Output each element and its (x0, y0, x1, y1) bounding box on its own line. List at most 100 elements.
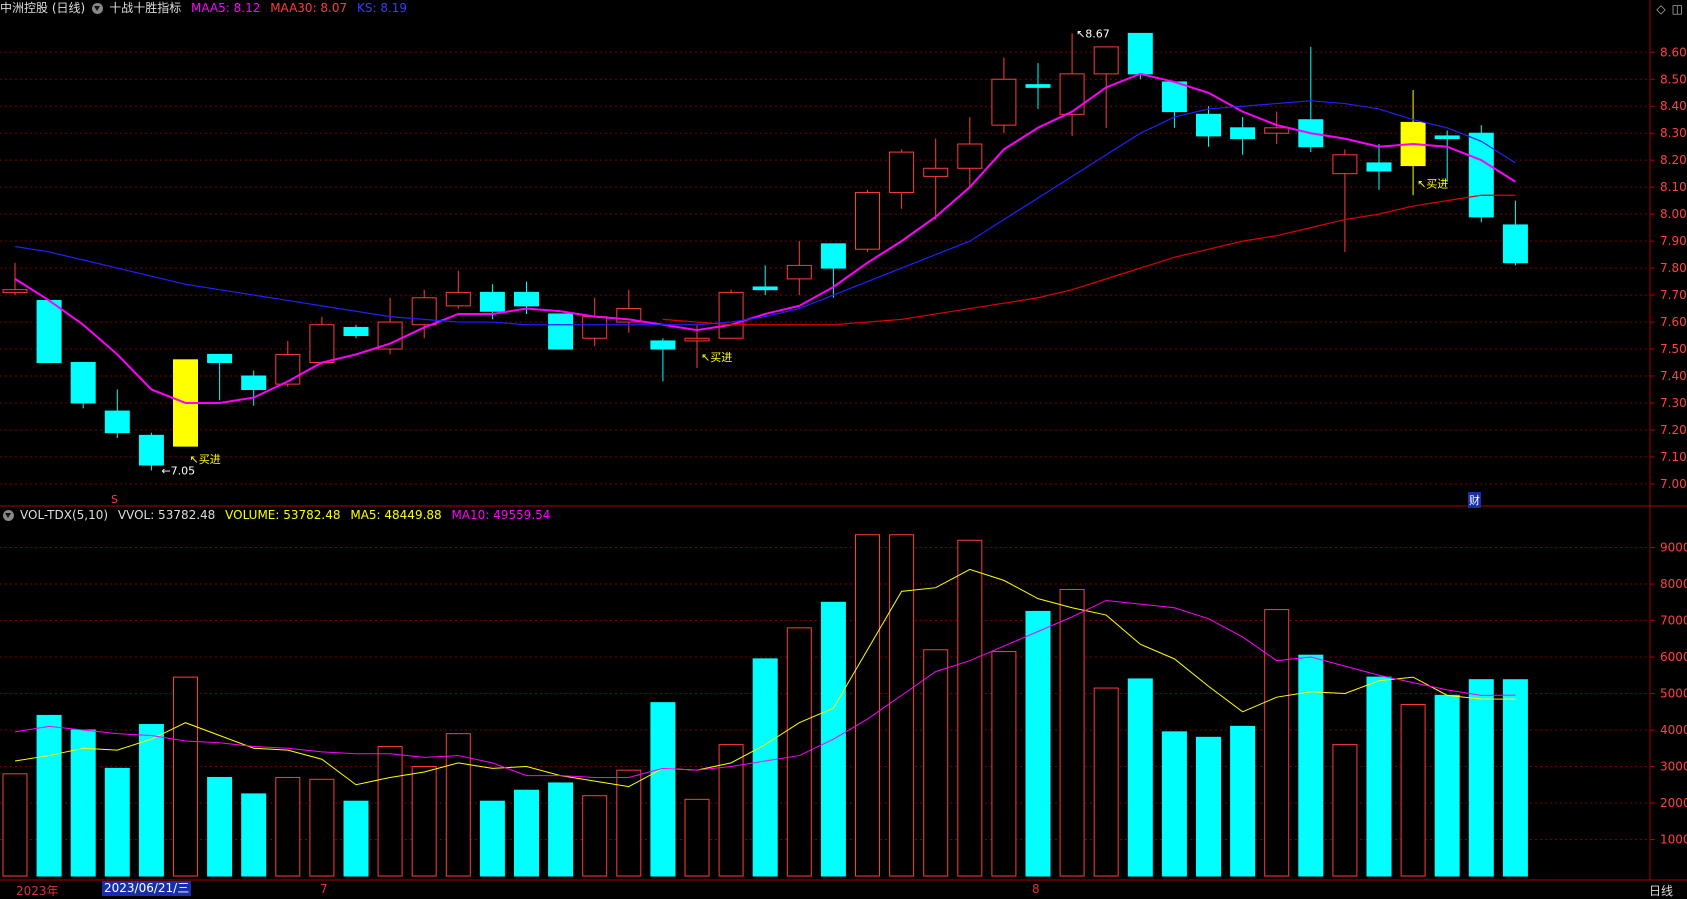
indicator-name[interactable]: 十战十胜指标 (109, 1, 182, 15)
corner-toolbar: ◇ ◫ (1650, 2, 1683, 16)
candle (36, 299, 62, 364)
indicator-dropdown-icon[interactable] (92, 3, 104, 14)
x-month-7-label: 7 (320, 882, 328, 896)
price-tick-label: 8.30 (1660, 126, 1687, 140)
price-tick-label: 7.50 (1660, 342, 1687, 356)
high-price-label: ↖8.67 (1076, 27, 1110, 40)
price-tick-label: 7.20 (1660, 423, 1687, 437)
volume-line-ma10 (14, 599, 1516, 778)
volume-line-ma5 (14, 568, 1516, 788)
volume-tick-label: 30000 (1660, 760, 1687, 774)
price-tick-label: 7.00 (1660, 477, 1687, 491)
candle (1298, 119, 1324, 148)
candle (1366, 162, 1392, 172)
candle (1127, 32, 1153, 75)
volume-tick-label: 60000 (1660, 650, 1687, 664)
volume-bar (991, 651, 1017, 877)
candle (548, 313, 574, 350)
candle (241, 375, 267, 390)
volume-dropdown-icon[interactable] (3, 510, 14, 521)
candle (1264, 127, 1290, 134)
volume-bar (104, 767, 130, 877)
candle (275, 353, 301, 385)
line-maa5 (14, 72, 1516, 404)
low-price-label: ←7.05 (161, 464, 195, 477)
volume-bar (445, 733, 471, 877)
volume-bar (820, 601, 846, 877)
volume-tick-label: 20000 (1660, 796, 1687, 810)
candle (1332, 154, 1358, 175)
candle (1059, 73, 1085, 115)
vol-ma10-value: MA10: 49559.54 (451, 508, 551, 522)
price-tick-label: 8.20 (1660, 153, 1687, 167)
volume-bar (1161, 731, 1187, 877)
price-tick-label: 7.60 (1660, 315, 1687, 329)
candle (207, 353, 233, 364)
volume-bar (1093, 687, 1119, 877)
candle (752, 286, 778, 291)
vol-ma5-value: MA5: 48449.88 (350, 508, 442, 522)
s-marker[interactable]: S (111, 493, 118, 506)
volume-bar (173, 676, 198, 877)
candle (1434, 135, 1460, 140)
stock-title[interactable]: 中洲控股 (日线) (0, 1, 86, 15)
candle (1196, 113, 1221, 137)
window-icon[interactable]: ◫ (1671, 2, 1683, 16)
x-year-label: 2023年 (16, 884, 59, 898)
x-month-8-label: 8 (1032, 882, 1040, 896)
volume-bar (70, 729, 96, 877)
price-tick-label: 7.90 (1660, 234, 1687, 248)
candle (1093, 46, 1119, 75)
volume-bar (1025, 610, 1051, 877)
diamond-icon[interactable]: ◇ (1656, 2, 1666, 16)
line-ks (14, 100, 1516, 326)
period-label[interactable]: 日线 (1648, 884, 1673, 898)
volume-bar (36, 714, 62, 877)
price-tick-label: 7.10 (1660, 450, 1687, 464)
candle (104, 410, 130, 434)
buy-signal-label: ↖买进 (190, 453, 221, 466)
candle (309, 324, 335, 364)
volume-bar (343, 800, 369, 877)
candle (889, 151, 915, 194)
cai-marker[interactable]: 财 (1468, 492, 1481, 508)
candle (1161, 81, 1187, 113)
volume-bar (1196, 736, 1221, 877)
price-tick-label: 8.40 (1660, 99, 1687, 113)
volume-bar (1400, 703, 1426, 877)
vol-indicator-name[interactable]: VOL-TDX(5,10) (20, 508, 109, 522)
candle (1502, 224, 1528, 264)
candle (582, 316, 608, 339)
volume-tick-label: 40000 (1660, 723, 1687, 737)
volume-bar (1434, 694, 1460, 877)
ks-value: KS: 8.19 (356, 1, 408, 15)
candle (445, 291, 471, 307)
candle (957, 143, 983, 169)
volume-bar (1059, 589, 1085, 877)
buy-signal-label: ↖买进 (701, 351, 732, 364)
volume-bar (138, 724, 164, 877)
volume-bar (514, 789, 539, 877)
price-tick-label: 8.10 (1660, 180, 1687, 194)
maa30-value: MAA30: 8.07 (270, 1, 348, 15)
price-tick-label: 7.30 (1660, 396, 1687, 410)
price-tick-label: 7.70 (1660, 288, 1687, 302)
price-tick-label: 7.80 (1660, 261, 1687, 275)
volume-bar (582, 795, 608, 877)
candle (650, 340, 676, 350)
volume-bar (1502, 679, 1528, 877)
selected-date-label[interactable]: 2023/06/21/三 (102, 881, 192, 896)
volume-bar (923, 649, 949, 877)
price-tick-label: 7.40 (1660, 369, 1687, 383)
volume-bar (1127, 678, 1153, 877)
volume-bar (207, 776, 233, 877)
volume-bar (1366, 676, 1392, 877)
volume-bar (1468, 679, 1494, 877)
vvol-value: VVOL: 53782.48 (117, 508, 216, 522)
volume-bar (889, 534, 915, 877)
volume-bar (275, 776, 301, 877)
candle (343, 326, 369, 337)
maa5-value: MAA5: 8.12 (191, 1, 261, 15)
volume-bar (1298, 654, 1324, 877)
